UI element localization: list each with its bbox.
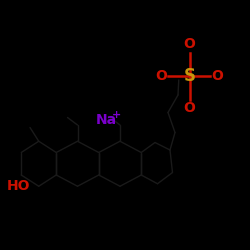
Text: O: O (184, 101, 196, 115)
Text: HO: HO (7, 178, 30, 192)
Text: O: O (211, 69, 223, 83)
Text: O: O (155, 69, 167, 83)
Text: Na: Na (96, 113, 117, 127)
Text: O: O (184, 37, 196, 51)
Text: ⁻: ⁻ (214, 68, 220, 82)
Text: +: + (112, 110, 121, 120)
Text: S: S (184, 67, 196, 85)
